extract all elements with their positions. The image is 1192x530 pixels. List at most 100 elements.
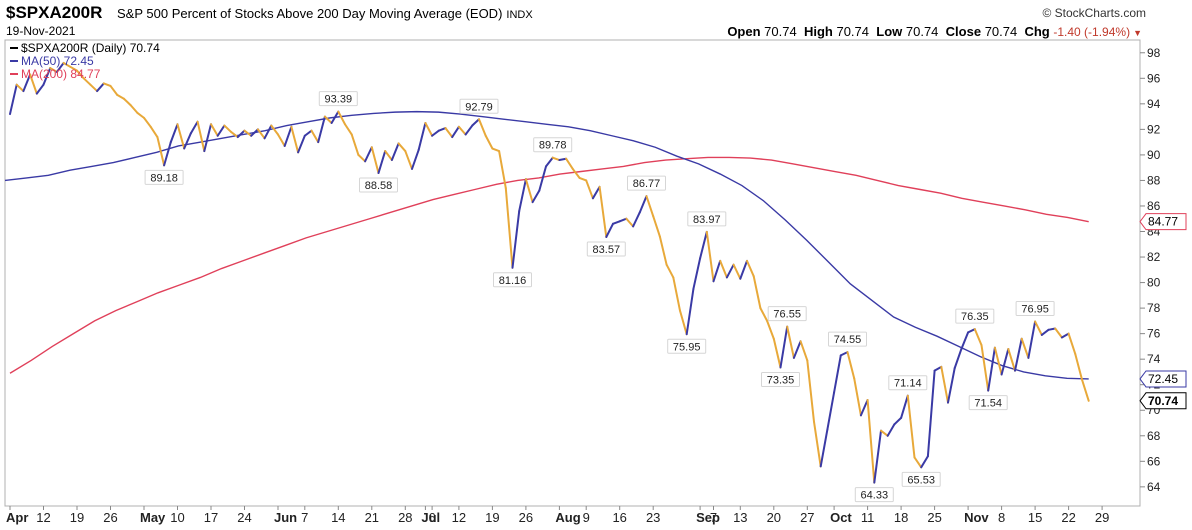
x-tick-label: 20	[767, 510, 781, 525]
y-tick-label: 86	[1147, 199, 1161, 213]
price-segment	[176, 123, 186, 150]
low-label: Low	[876, 24, 903, 39]
price-segment	[169, 123, 179, 144]
x-tick-label: 12	[452, 510, 466, 525]
price-segment	[96, 82, 105, 93]
annotation-box	[533, 137, 573, 153]
price-segment	[967, 328, 976, 334]
price-segment	[873, 429, 882, 484]
x-tick-label: 24	[237, 510, 251, 525]
price-segment	[1007, 347, 1016, 372]
price-segment	[665, 263, 675, 279]
annotation-box	[144, 169, 184, 185]
annotation-label: 83.57	[593, 244, 621, 256]
open-label: Open	[727, 24, 761, 39]
price-segment	[833, 354, 842, 394]
price-segment	[136, 111, 145, 119]
price-segment	[652, 215, 661, 238]
price-segment	[933, 365, 943, 372]
price-segment	[390, 142, 400, 162]
ma200-line	[9, 156, 1089, 374]
price-segment	[987, 346, 996, 392]
price-segment	[82, 77, 92, 86]
price-segment	[310, 129, 320, 144]
price-segment	[585, 179, 594, 200]
price-segment	[236, 129, 246, 139]
price-segment	[457, 125, 467, 136]
y-tick-label: 90	[1147, 148, 1161, 162]
price-segment	[1027, 320, 1037, 359]
price-segment	[692, 257, 702, 290]
annotation-box	[761, 371, 800, 387]
price-segment	[940, 365, 949, 404]
annotation-label: 86.77	[633, 178, 661, 190]
y-tick-label: 68	[1147, 429, 1161, 443]
price-segment	[705, 230, 715, 283]
price-segment	[598, 185, 608, 238]
price-segment	[364, 146, 373, 163]
value-tag-box	[1139, 213, 1187, 231]
annotation-box	[901, 471, 941, 487]
price-segment	[297, 134, 306, 154]
y-tick-label: 82	[1147, 250, 1161, 264]
price-segment	[638, 195, 648, 214]
annotation-box	[627, 175, 666, 191]
x-tick-label: Jun	[274, 510, 297, 525]
price-segment	[725, 263, 735, 279]
price-segment	[223, 124, 233, 133]
price-segment	[411, 148, 420, 170]
chg-label: Chg	[1024, 24, 1050, 39]
x-tick-label: 17	[204, 510, 218, 525]
price-segment	[524, 178, 534, 204]
x-tick-label: 29	[1095, 510, 1109, 525]
price-segment	[143, 116, 152, 128]
price-segment	[799, 340, 809, 362]
annotation-box	[687, 211, 727, 227]
price-segment	[116, 93, 125, 100]
price-segment	[1014, 337, 1023, 372]
price-segment	[189, 120, 199, 135]
price-segment	[230, 130, 239, 139]
price-segment	[632, 211, 641, 228]
description-text: S&P 500 Percent of Stocks Above 200 Day …	[117, 6, 503, 21]
price-segment	[993, 346, 1003, 376]
price-segment	[344, 123, 353, 136]
x-tick-label: Jul	[421, 510, 440, 525]
x-tick-label: 27	[800, 510, 814, 525]
value-tag-label: 84.77	[1148, 215, 1178, 229]
price-segment	[645, 195, 655, 218]
price-segment	[323, 115, 333, 124]
annotation-label: 65.53	[907, 474, 935, 486]
annotation-label: 75.95	[673, 341, 701, 353]
x-tick-label: 7	[301, 510, 308, 525]
price-segment	[303, 129, 313, 137]
y-tick-label: 74	[1147, 352, 1161, 366]
price-segment	[866, 399, 876, 484]
stockcharts-brand[interactable]: © StockCharts.com	[1042, 6, 1146, 20]
price-segment	[156, 136, 166, 167]
price-segment	[752, 275, 762, 310]
y-tick-label: 76	[1147, 327, 1161, 341]
x-tick-label: 8	[998, 510, 1005, 525]
price-segment	[960, 331, 970, 350]
price-segment	[277, 133, 286, 147]
price-segment	[102, 82, 112, 87]
close-value: 70.74	[984, 24, 1018, 39]
price-segment	[947, 367, 956, 404]
open-value: 70.74	[764, 24, 797, 39]
price-segment	[538, 165, 547, 192]
x-tick-label: Aug	[555, 510, 580, 525]
x-tick-label: 26	[103, 510, 117, 525]
price-segment	[1054, 327, 1063, 339]
price-segment	[216, 124, 226, 137]
x-tick-label: 23	[646, 510, 660, 525]
price-segment	[518, 178, 527, 213]
price-segment	[256, 128, 266, 140]
price-segment	[545, 156, 554, 168]
x-tick-label: 19	[485, 510, 499, 525]
price-segment	[350, 133, 360, 156]
price-segment	[1034, 320, 1043, 336]
price-segment	[571, 167, 581, 179]
